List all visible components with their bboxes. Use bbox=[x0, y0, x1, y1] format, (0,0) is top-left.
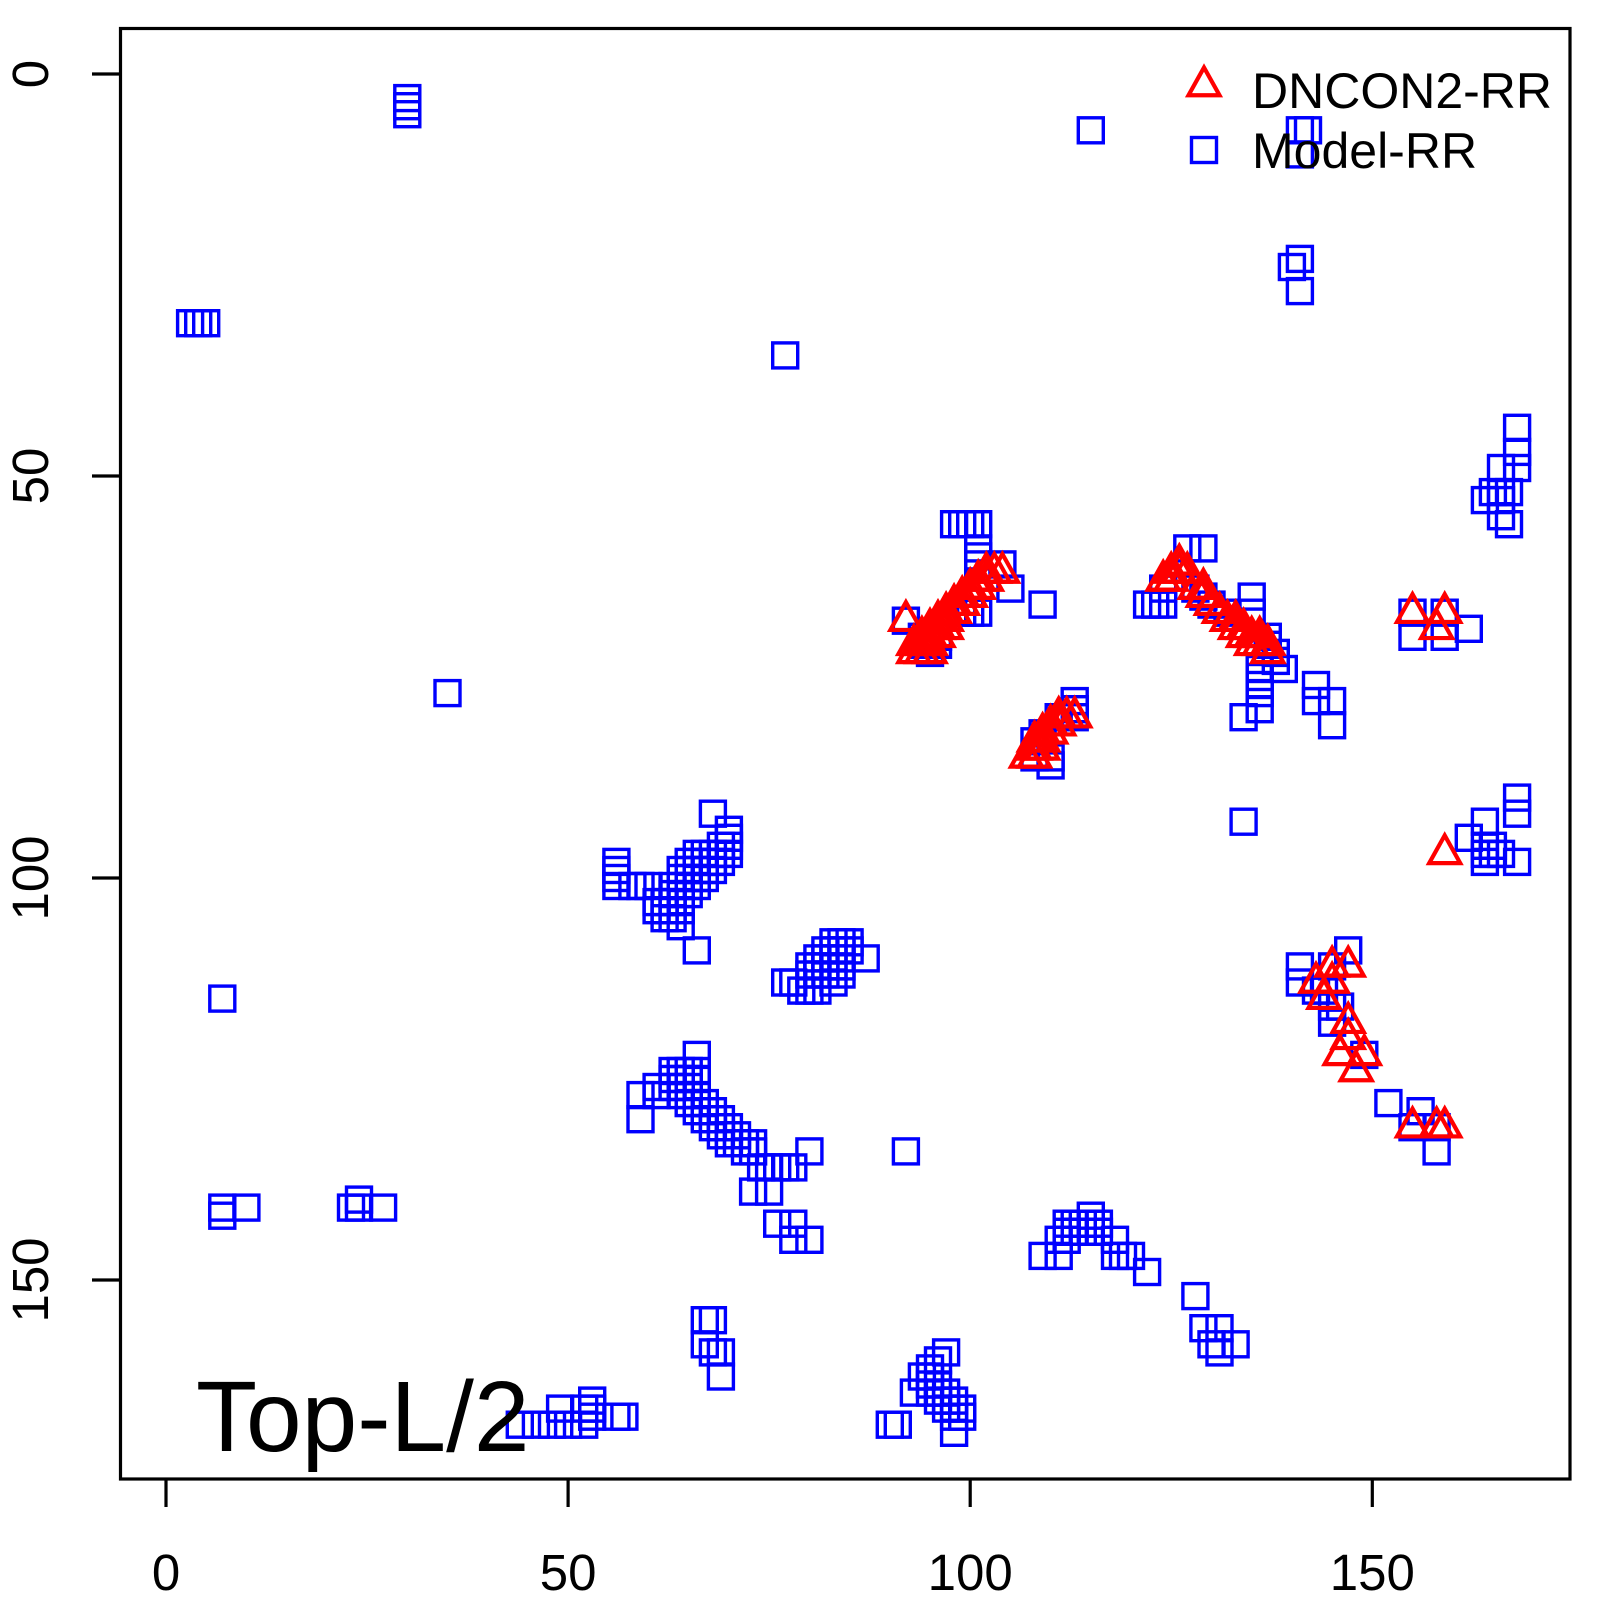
svg-text:Top-L/2: Top-L/2 bbox=[196, 1361, 530, 1473]
svg-text:0: 0 bbox=[152, 1544, 180, 1600]
svg-text:100: 100 bbox=[928, 1544, 1013, 1600]
svg-text:DNCON2-RR: DNCON2-RR bbox=[1252, 63, 1552, 119]
svg-text:50: 50 bbox=[540, 1544, 597, 1600]
svg-text:50: 50 bbox=[2, 448, 59, 505]
svg-text:150: 150 bbox=[2, 1237, 59, 1322]
svg-text:Model-RR: Model-RR bbox=[1252, 123, 1477, 179]
svg-text:150: 150 bbox=[1330, 1544, 1415, 1600]
svg-text:100: 100 bbox=[2, 835, 59, 920]
svg-text:0: 0 bbox=[2, 60, 59, 88]
